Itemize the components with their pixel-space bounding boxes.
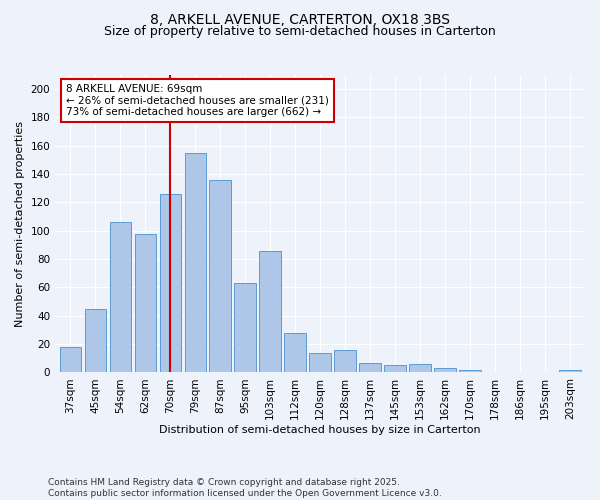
- Bar: [434, 368, 455, 372]
- Bar: [284, 333, 306, 372]
- Bar: [460, 370, 481, 372]
- Bar: [59, 347, 81, 372]
- Bar: [259, 250, 281, 372]
- Bar: [359, 362, 380, 372]
- Bar: [160, 194, 181, 372]
- Bar: [85, 308, 106, 372]
- Text: 8, ARKELL AVENUE, CARTERTON, OX18 3BS: 8, ARKELL AVENUE, CARTERTON, OX18 3BS: [150, 12, 450, 26]
- Bar: [385, 366, 406, 372]
- Bar: [235, 283, 256, 372]
- Bar: [409, 364, 431, 372]
- Bar: [334, 350, 356, 372]
- Text: 8 ARKELL AVENUE: 69sqm
← 26% of semi-detached houses are smaller (231)
73% of se: 8 ARKELL AVENUE: 69sqm ← 26% of semi-det…: [66, 84, 329, 117]
- Text: Size of property relative to semi-detached houses in Carterton: Size of property relative to semi-detach…: [104, 25, 496, 38]
- Bar: [110, 222, 131, 372]
- Bar: [185, 153, 206, 372]
- Text: Contains HM Land Registry data © Crown copyright and database right 2025.
Contai: Contains HM Land Registry data © Crown c…: [48, 478, 442, 498]
- Y-axis label: Number of semi-detached properties: Number of semi-detached properties: [15, 120, 25, 326]
- X-axis label: Distribution of semi-detached houses by size in Carterton: Distribution of semi-detached houses by …: [159, 425, 481, 435]
- Bar: [134, 234, 156, 372]
- Bar: [310, 352, 331, 372]
- Bar: [209, 180, 231, 372]
- Bar: [559, 370, 581, 372]
